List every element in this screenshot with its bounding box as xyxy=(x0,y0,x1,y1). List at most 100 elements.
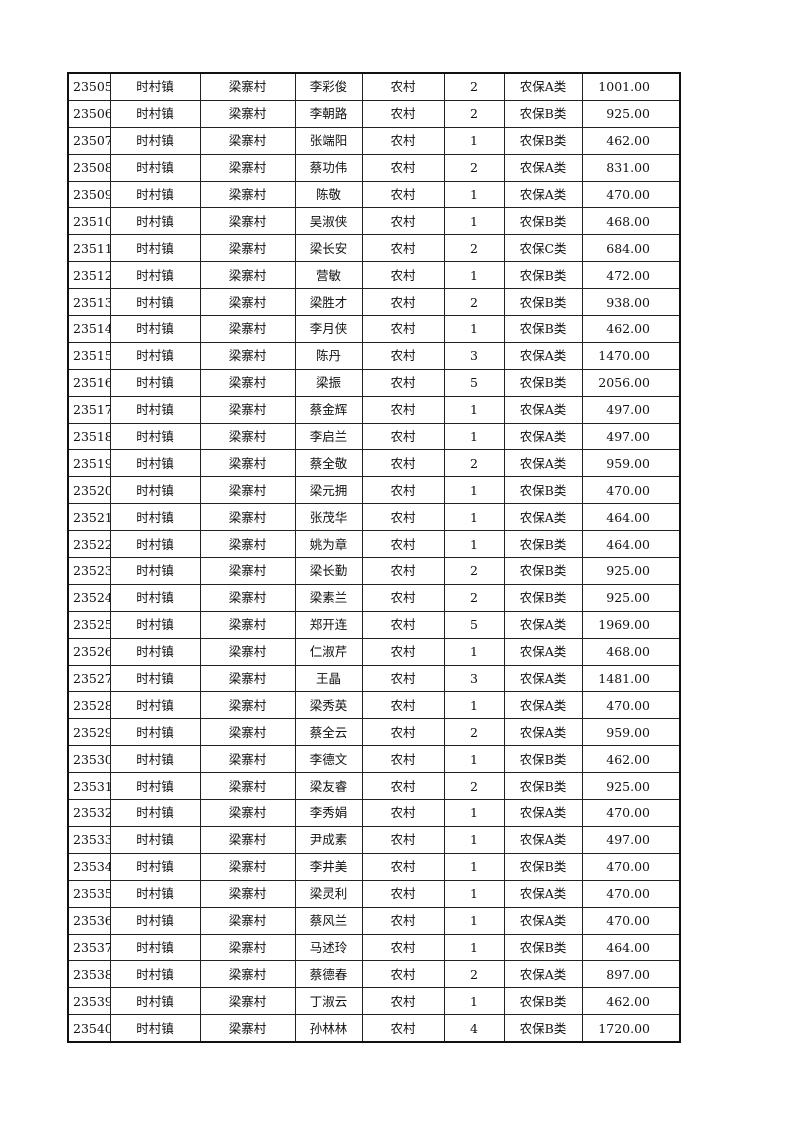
category-cell: 农保B类 xyxy=(503,772,583,801)
amount-cell: 470.00 xyxy=(581,476,681,505)
village-cell: 梁寨村 xyxy=(199,637,296,666)
id-cell: 23513 xyxy=(67,288,111,317)
members-cell: 1 xyxy=(443,745,505,774)
id-cell: 23507 xyxy=(67,126,111,155)
category-cell: 农保B类 xyxy=(503,207,583,236)
category-cell: 农保B类 xyxy=(503,288,583,317)
members-cell: 1 xyxy=(443,530,505,559)
category-cell: 农保B类 xyxy=(503,368,583,397)
table-row: 23530 时村镇 梁寨村 李德文 农村 1 农保B类 462.00 xyxy=(67,745,681,774)
category-cell: 农保B类 xyxy=(503,745,583,774)
amount-cell: 497.00 xyxy=(581,395,681,424)
town-cell: 时村镇 xyxy=(109,234,201,263)
amount-cell: 897.00 xyxy=(581,960,681,989)
village-cell: 梁寨村 xyxy=(199,664,296,693)
name-cell: 蔡全敬 xyxy=(294,449,363,478)
town-cell: 时村镇 xyxy=(109,126,201,155)
town-cell: 时村镇 xyxy=(109,933,201,962)
id-cell: 23528 xyxy=(67,691,111,720)
village-cell: 梁寨村 xyxy=(199,610,296,639)
category-cell: 农保B类 xyxy=(503,583,583,612)
members-cell: 1 xyxy=(443,906,505,935)
table-row: 23513 时村镇 梁寨村 梁胜才 农村 2 农保B类 938.00 xyxy=(67,288,681,317)
amount-cell: 925.00 xyxy=(581,557,681,585)
category-cell: 农保A类 xyxy=(503,825,583,854)
amount-cell: 959.00 xyxy=(581,718,681,747)
members-cell: 1 xyxy=(443,395,505,424)
type-cell: 农村 xyxy=(361,234,445,263)
amount-cell: 470.00 xyxy=(581,180,681,209)
table-row: 23506 时村镇 梁寨村 李朝路 农村 2 农保B类 925.00 xyxy=(67,99,681,128)
id-cell: 23508 xyxy=(67,153,111,182)
table-row: 23534 时村镇 梁寨村 李井美 农村 1 农保B类 470.00 xyxy=(67,852,681,881)
members-cell: 2 xyxy=(443,557,505,585)
category-cell: 农保B类 xyxy=(503,1014,583,1043)
category-cell: 农保B类 xyxy=(503,852,583,881)
members-cell: 1 xyxy=(443,637,505,666)
table-row: 23519 时村镇 梁寨村 蔡全敬 农村 2 农保A类 959.00 xyxy=(67,449,681,478)
village-cell: 梁寨村 xyxy=(199,879,296,908)
amount-cell: 462.00 xyxy=(581,745,681,774)
category-cell: 农保B类 xyxy=(503,99,583,128)
type-cell: 农村 xyxy=(361,72,445,101)
type-cell: 农村 xyxy=(361,261,445,290)
town-cell: 时村镇 xyxy=(109,180,201,209)
type-cell: 农村 xyxy=(361,583,445,612)
village-cell: 梁寨村 xyxy=(199,395,296,424)
amount-cell: 464.00 xyxy=(581,530,681,559)
village-cell: 梁寨村 xyxy=(199,503,296,532)
town-cell: 时村镇 xyxy=(109,557,201,585)
type-cell: 农村 xyxy=(361,772,445,801)
table-row: 23510 时村镇 梁寨村 吴淑侠 农村 1 农保B类 468.00 xyxy=(67,207,681,236)
type-cell: 农村 xyxy=(361,449,445,478)
id-cell: 23539 xyxy=(67,987,111,1016)
records-table: 23505 时村镇 梁寨村 李彩俊 农村 2 农保A类 1001.00 23506 时村镇 梁寨村李… xyxy=(67,72,681,1044)
category-cell: 农保A类 xyxy=(503,72,583,101)
amount-cell: 925.00 xyxy=(581,99,681,128)
id-cell: 23526 xyxy=(67,637,111,666)
category-cell: 农保A类 xyxy=(503,879,583,908)
village-cell: 梁寨村 xyxy=(199,180,296,209)
amount-cell: 497.00 xyxy=(581,825,681,854)
table-row: 23537 时村镇 梁寨村 马述玲 农村 1 农保B类 464.00 xyxy=(67,933,681,962)
village-cell: 梁寨村 xyxy=(199,72,296,101)
type-cell: 农村 xyxy=(361,745,445,774)
category-cell: 农保A类 xyxy=(503,153,583,182)
amount-cell: 472.00 xyxy=(581,261,681,290)
category-cell: 农保C类 xyxy=(503,234,583,263)
table-row: 23532 时村镇 梁寨村 李秀娟 农村 1 农保A类 470.00 xyxy=(67,799,681,827)
table-row: 23508 时村镇 梁寨村 蔡功伟 农村 2 农保A类 831.00 xyxy=(67,153,681,182)
name-cell: 李彩俊 xyxy=(294,72,363,101)
village-cell: 梁寨村 xyxy=(199,1014,296,1043)
amount-cell: 462.00 xyxy=(581,126,681,155)
category-cell: 农保B类 xyxy=(503,315,583,343)
name-cell: 陈丹 xyxy=(294,341,363,370)
type-cell: 农村 xyxy=(361,207,445,236)
name-cell: 梁长安 xyxy=(294,234,363,263)
table-row: 23523 时村镇 梁寨村 梁长勤 农村 2 农保B类 925.00 xyxy=(67,557,681,585)
name-cell: 尹成素 xyxy=(294,825,363,854)
name-cell: 梁素兰 xyxy=(294,583,363,612)
table-row: 23509 时村镇 梁寨村 陈敬 农村 1 农保A类 470.00 xyxy=(67,180,681,209)
type-cell: 农村 xyxy=(361,126,445,155)
type-cell: 农村 xyxy=(361,637,445,666)
type-cell: 农村 xyxy=(361,153,445,182)
table-row: 23511 时村镇 梁寨村 梁长安 农村 2 农保C类 684.00 xyxy=(67,234,681,263)
town-cell: 时村镇 xyxy=(109,637,201,666)
amount-cell: 684.00 xyxy=(581,234,681,263)
table-row: 23518 时村镇 梁寨村 李启兰 农村 1 农保A类 497.00 xyxy=(67,422,681,451)
type-cell: 农村 xyxy=(361,422,445,451)
village-cell: 梁寨村 xyxy=(199,288,296,317)
name-cell: 梁胜才 xyxy=(294,288,363,317)
type-cell: 农村 xyxy=(361,825,445,854)
amount-cell: 470.00 xyxy=(581,799,681,827)
id-cell: 23511 xyxy=(67,234,111,263)
table-row: 23533 时村镇 梁寨村 尹成素 农村 1 农保A类 497.00 xyxy=(67,825,681,854)
id-cell: 23522 xyxy=(67,530,111,559)
category-cell: 农保B类 xyxy=(503,261,583,290)
category-cell: 农保A类 xyxy=(503,691,583,720)
members-cell: 5 xyxy=(443,610,505,639)
amount-cell: 1720.00 xyxy=(581,1014,681,1043)
type-cell: 农村 xyxy=(361,1014,445,1043)
members-cell: 1 xyxy=(443,987,505,1016)
